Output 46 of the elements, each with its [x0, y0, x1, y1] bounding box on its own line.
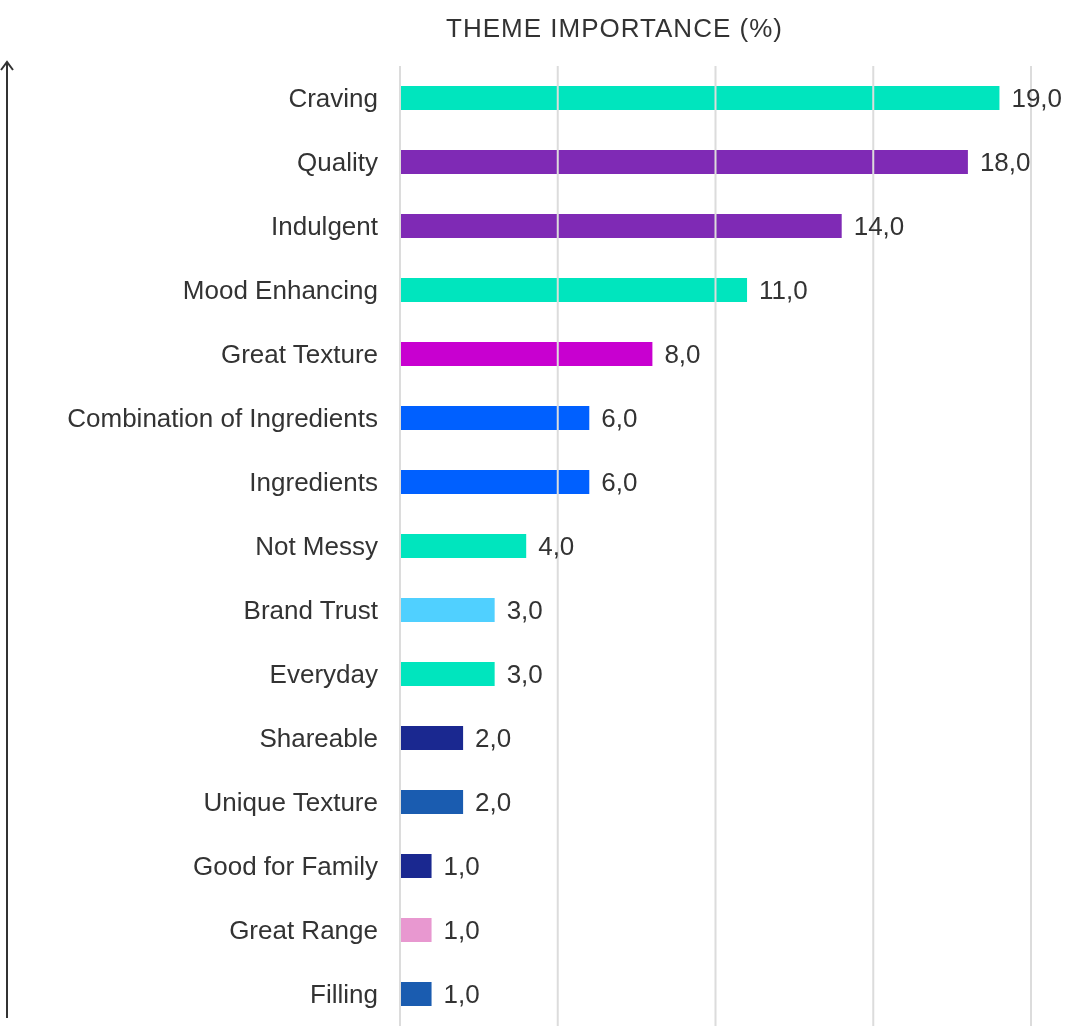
data-label: 14,0: [853, 211, 905, 242]
bar: [400, 342, 653, 366]
bar: [400, 534, 527, 558]
bar: [400, 982, 432, 1006]
y-tick-label: Ingredients: [249, 467, 378, 498]
bar: [400, 86, 1000, 110]
y-tick-label: Not Messy: [255, 531, 378, 562]
y-tick-label: Good for Family: [193, 851, 378, 882]
y-tick-label: Mood Enhancing: [182, 275, 378, 306]
bar: [400, 598, 495, 622]
data-label: 1,0: [443, 851, 480, 882]
data-label: 6,0: [601, 403, 638, 434]
y-tick-label: Indulgent: [271, 211, 379, 242]
y-tick-label: Craving: [288, 83, 378, 114]
bar: [400, 662, 495, 686]
bar: [400, 406, 590, 430]
data-label: 4,0: [538, 531, 575, 562]
y-tick-label: Everyday: [269, 659, 378, 690]
bar: [400, 278, 748, 302]
chart-title: THEME IMPORTANCE (%): [445, 12, 784, 45]
y-tick-label: Shareable: [259, 723, 378, 754]
bar: [400, 214, 842, 238]
y-tick-label: Brand Trust: [243, 595, 379, 626]
data-label: 19,0: [1011, 83, 1063, 114]
bar: [400, 470, 590, 494]
y-tick-label: Filling: [310, 979, 378, 1010]
bar: [400, 854, 432, 878]
data-label: 1,0: [443, 915, 480, 946]
y-tick-label: Great Range: [229, 915, 378, 946]
bar: [400, 918, 432, 942]
data-label: 18,0: [979, 147, 1031, 178]
data-label: 8,0: [664, 339, 701, 370]
data-label: 2,0: [475, 723, 512, 754]
data-label: 1,0: [443, 979, 480, 1010]
bar: [400, 726, 464, 750]
data-label: 2,0: [475, 787, 512, 818]
bar: [400, 790, 464, 814]
data-label: 3,0: [506, 659, 543, 690]
data-label: 11,0: [759, 275, 808, 306]
data-label: 3,0: [506, 595, 543, 626]
y-tick-label: Unique Texture: [203, 787, 378, 818]
y-tick-label: Quality: [297, 147, 378, 178]
y-tick-label: Combination of Ingredients: [67, 403, 378, 434]
data-label: 6,0: [601, 467, 638, 498]
y-tick-label: Great Texture: [220, 339, 378, 370]
bar: [400, 150, 968, 174]
